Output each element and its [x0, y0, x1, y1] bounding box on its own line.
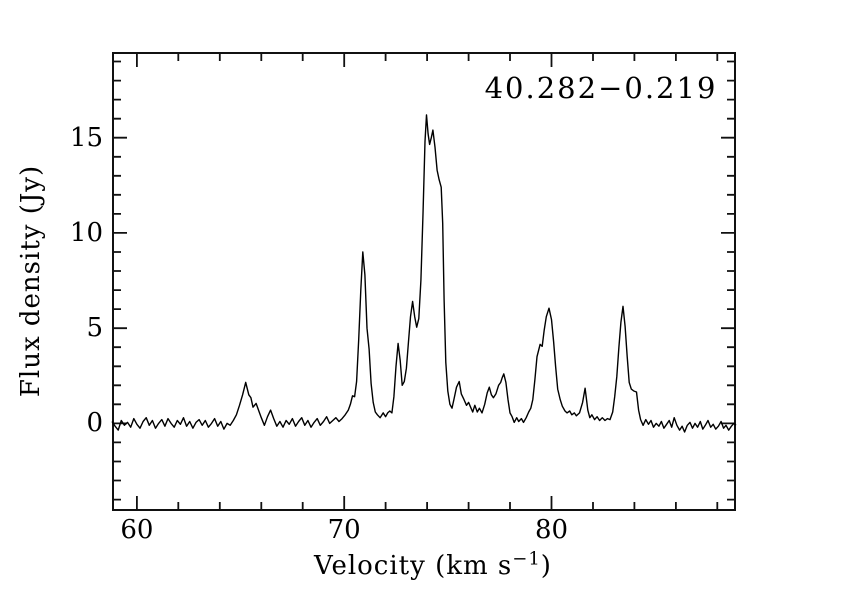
x-axis-title-suffix: )	[540, 551, 552, 581]
source-name-label: 40.282−0.219	[484, 71, 718, 105]
x-tick-label: 70	[327, 515, 361, 545]
x-tick-label: 80	[534, 515, 569, 545]
y-axis-title: Flux density (Jy)	[16, 164, 46, 398]
plot-frame	[112, 52, 736, 511]
y-tick-label: 10	[69, 217, 103, 248]
plot-area	[111, 52, 737, 511]
y-tick-label: 5	[86, 313, 103, 344]
axis-ticks	[114, 54, 734, 509]
x-axis-title: Velocity (km s−1)	[314, 548, 552, 581]
x-axis-title-text: Velocity (km s	[314, 551, 513, 581]
x-axis-title-exponent: −1	[512, 548, 541, 570]
y-tick-label: 0	[86, 408, 103, 439]
spectrum-path	[111, 114, 737, 433]
y-tick-label: 15	[69, 122, 103, 153]
x-tick-label: 60	[120, 515, 154, 545]
plot-svg	[111, 52, 737, 511]
